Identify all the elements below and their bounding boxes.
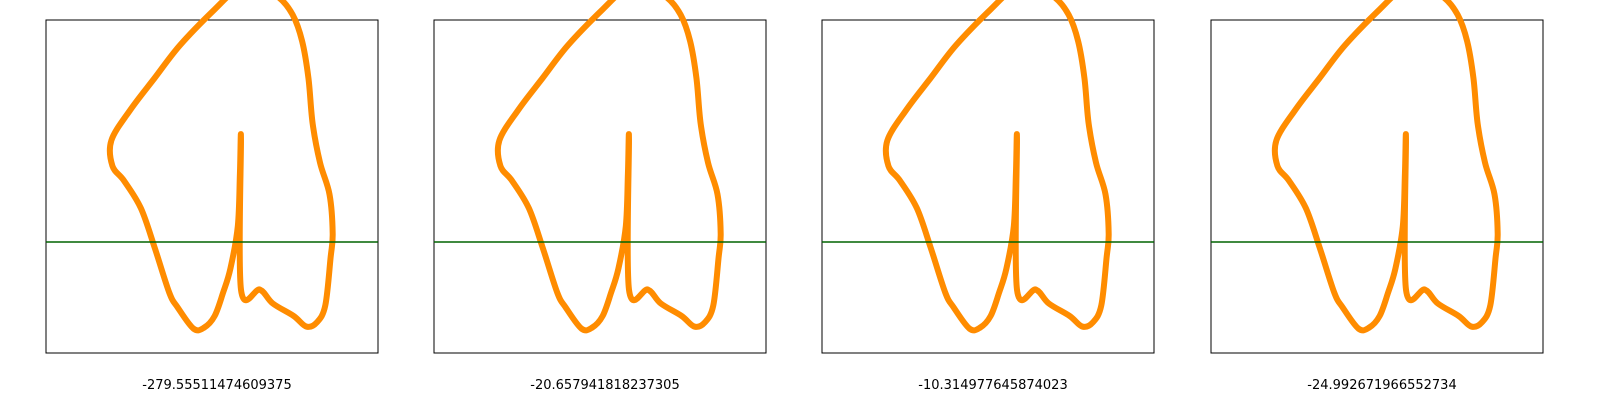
subplot-1: -279.55511474609375: [27, 0, 407, 400]
subplot-3-plot: [821, 0, 1155, 354]
subplot-3-shape-outline: [882, 0, 1112, 334]
subplot-4-shape-outline: [1271, 0, 1501, 334]
subplot-1-caption: -279.55511474609375: [142, 378, 292, 393]
subplot-4-plot: [1210, 0, 1544, 354]
subplot-4: -24.992671966552734: [1192, 0, 1572, 400]
subplot-3: -10.314977645874023: [803, 0, 1183, 400]
subplot-4-caption: -24.992671966552734: [1307, 378, 1457, 393]
subplot-1-plot: [45, 0, 379, 354]
subplot-2-axes-frame: [433, 19, 767, 354]
subplot-2-shape-outline: [494, 0, 724, 334]
subplot-4-axes-frame: [1210, 19, 1544, 354]
subplot-1-axes-frame: [45, 19, 379, 354]
subplot-1-shape-outline: [106, 0, 336, 334]
subplot-2-caption: -20.657941818237305: [530, 378, 680, 393]
subplot-3-caption: -10.314977645874023: [918, 378, 1068, 393]
subplot-3-axes-frame: [821, 19, 1155, 354]
subplot-2: -20.657941818237305: [415, 0, 795, 400]
subplot-2-plot: [433, 0, 767, 354]
